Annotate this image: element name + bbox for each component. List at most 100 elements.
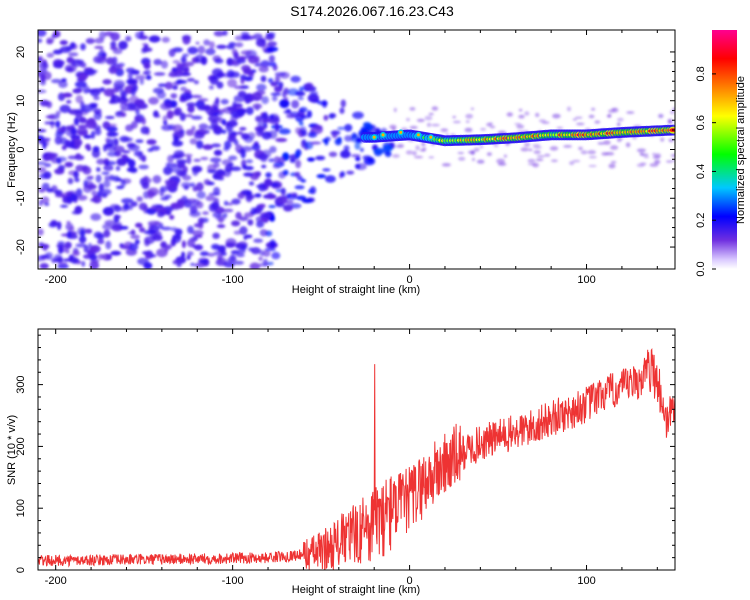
spectrogram-cell xyxy=(59,104,71,113)
spectrogram-cell xyxy=(217,254,223,261)
spectrogram-cell xyxy=(394,144,402,148)
spectrogram-cell xyxy=(101,188,112,196)
spectrogram-cell xyxy=(213,186,221,196)
spectrogram-cell xyxy=(46,188,54,193)
spectrogram-cell xyxy=(220,98,229,105)
spectrogram-cell xyxy=(572,159,581,163)
spectrogram-cell xyxy=(245,106,254,115)
spectrogram-cell xyxy=(113,205,122,213)
spectrogram-cell xyxy=(119,226,129,230)
spectrogram-cell xyxy=(588,155,597,159)
spectrogram-cell xyxy=(104,175,111,181)
spectrogram-cell xyxy=(235,211,242,220)
spectrogram-cell xyxy=(181,240,186,249)
spectrogram-cell xyxy=(238,248,246,254)
spectrogram-cell xyxy=(195,41,200,45)
spectrogram-cell xyxy=(38,167,47,173)
spectrogram-cell xyxy=(64,241,72,249)
spectrogram-cell xyxy=(57,221,62,229)
spectrogram-cell xyxy=(479,145,484,149)
spectrogram-cell xyxy=(87,183,97,190)
spectrogram-cell xyxy=(186,156,192,165)
spectrogram-cell xyxy=(207,169,217,174)
spectrogram-cell xyxy=(200,106,211,111)
spectrogram-cell xyxy=(203,179,211,186)
spectrogram-cell xyxy=(269,114,275,119)
spectrogram-cell xyxy=(192,186,199,192)
spectrogram-cell xyxy=(264,178,273,187)
spectrogram-cell xyxy=(572,118,577,121)
spectrogram-cell xyxy=(54,136,63,145)
spectrogram-cell xyxy=(141,50,147,54)
spectrogram-cell xyxy=(227,257,237,262)
spectrogram-cell xyxy=(250,207,257,215)
spectrogram-cell xyxy=(532,162,539,168)
spectrogram-cell xyxy=(103,88,115,97)
spectrogram-cell xyxy=(38,61,49,71)
spectrogram-cell xyxy=(147,230,156,234)
spectrogram-cell xyxy=(174,70,184,75)
spectrogram-cell xyxy=(355,156,361,162)
spectrogram-cell xyxy=(610,145,619,150)
spectrogram-cell xyxy=(242,164,247,170)
spectrogram-cell xyxy=(121,198,134,204)
spectrogram-cell xyxy=(244,234,253,239)
spectrogram-cell xyxy=(205,48,216,56)
spectrogram-cell xyxy=(191,125,196,132)
spectrogram-cell xyxy=(181,181,192,189)
spectrogram-cell xyxy=(71,127,77,135)
spectrogram-cell xyxy=(249,262,261,269)
spectrogram-cell xyxy=(59,192,72,198)
spectrogram-cell xyxy=(527,158,536,163)
spectrogram-cell xyxy=(362,155,372,160)
spectrogram-cell xyxy=(268,55,275,63)
spectrogram-cell xyxy=(265,193,277,200)
spectrogram-cell xyxy=(169,214,175,220)
spectrogram-cell xyxy=(227,136,233,142)
spectrogram-cell xyxy=(125,79,136,84)
y-tick-label: 0 xyxy=(15,146,27,152)
spectrogram-cell xyxy=(533,150,541,155)
spectrogram-cell xyxy=(113,175,120,182)
colorbar-tick-label: 0.4 xyxy=(695,164,707,179)
spectrogram-cell xyxy=(301,130,308,137)
snr-panel: -200 -100 0 100 0 100 200 300 Height of straigh… xyxy=(6,328,676,596)
spectrogram-cell xyxy=(535,158,544,162)
spectrogram-cell xyxy=(381,133,385,137)
spectrogram-cell xyxy=(297,96,304,101)
spectrogram-cell xyxy=(150,206,156,210)
spectrogram-cell xyxy=(39,173,48,180)
spectrogram-cell xyxy=(251,92,263,101)
spectrogram-cell xyxy=(96,167,101,172)
spectrogram-cell xyxy=(392,154,400,158)
spectrogram-cell xyxy=(47,152,59,158)
spectrogram-cell xyxy=(280,187,286,196)
spectrogram-cell xyxy=(141,155,147,162)
spectrogram-cell xyxy=(532,144,541,147)
spectrogram-cell xyxy=(549,146,559,151)
spectrogram-cell xyxy=(160,226,172,231)
spectrogram-cell xyxy=(237,131,243,136)
spectrogram-cell xyxy=(81,260,86,267)
spectrogram-cell xyxy=(516,124,525,129)
spectrogram-cell xyxy=(131,120,138,129)
spectrogram-cell xyxy=(240,149,246,159)
spectrogram-cell xyxy=(309,186,317,195)
spectrogram-cell xyxy=(250,194,259,198)
spectrogram-cell xyxy=(55,131,64,138)
spectrogram-cell xyxy=(71,59,83,67)
spectrogram-cell xyxy=(197,45,206,54)
spectrogram-cell xyxy=(64,64,77,73)
spectrogram-cell xyxy=(80,43,86,51)
spectrogram-cell xyxy=(161,124,173,131)
spectrogram-cell xyxy=(106,57,115,65)
spectrogram-cell xyxy=(616,122,621,127)
spectrogram-cell xyxy=(337,136,342,143)
spectrogram-cell xyxy=(287,194,298,200)
spectrogram-cell xyxy=(103,165,114,171)
spectrogram-cell xyxy=(670,153,675,158)
spectrogram-cell xyxy=(91,190,97,197)
spectrogram-cell xyxy=(38,30,47,37)
spectrogram-cell xyxy=(283,96,289,101)
spectrogram-cell xyxy=(283,204,293,212)
